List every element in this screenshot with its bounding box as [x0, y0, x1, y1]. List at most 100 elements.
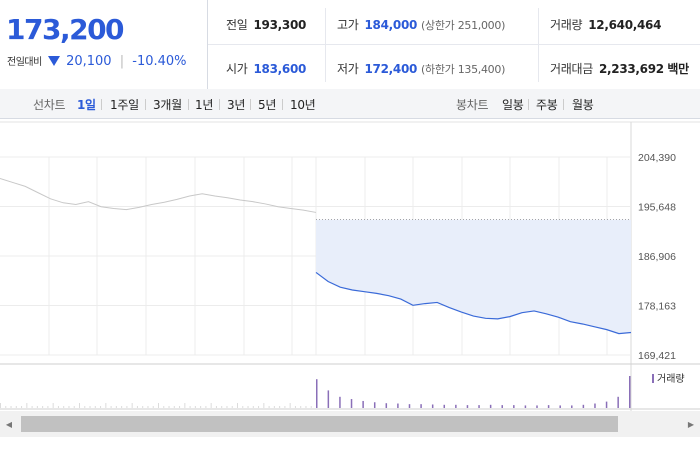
prev-volume-bar [52, 403, 54, 408]
volume-bar [316, 379, 318, 408]
change-amount: 20,100 [66, 54, 112, 69]
tab-3month[interactable]: 3개월 [153, 98, 182, 112]
volume-bar [594, 403, 596, 408]
prev-volume-bar [89, 406, 91, 408]
scrollbar-thumb[interactable] [21, 416, 618, 432]
stats-divider [208, 44, 700, 45]
tab-monthly-candle[interactable]: 월봉 [572, 98, 594, 112]
prev-volume-bar [226, 406, 228, 408]
upper-limit: (상한가 251,000) [421, 19, 506, 32]
volume-bar [524, 405, 527, 408]
prev-volume-bar [73, 406, 75, 408]
tab-weekly-candle[interactable]: 주봉 [536, 98, 558, 112]
prev-volume-bar [147, 406, 149, 408]
prev-volume-bar [142, 406, 144, 408]
trade-amount: 거래대금 2,233,692 백만 [550, 60, 689, 77]
quote-header: 173,200 전일대비 20,100 | -10.40% 전일 193,300 … [0, 0, 700, 90]
prev-volume-bar [173, 406, 175, 408]
prev-volume-bar [289, 403, 291, 408]
prev-volume-bar [300, 406, 302, 408]
tab-1week[interactable]: 1주일 [110, 98, 139, 112]
prev-volume-bar [242, 406, 244, 408]
prev-close-label: 전일 [226, 18, 248, 32]
tab-5year[interactable]: 5년 [258, 98, 277, 112]
prev-volume-bar [215, 406, 217, 408]
volume-bar [373, 402, 376, 408]
y-tick-label: 186,906 [638, 251, 676, 263]
prev-volume-bar [205, 406, 207, 408]
volume-bar [362, 400, 364, 408]
y-tick-label: 178,163 [638, 301, 676, 313]
price-change: 전일대비 20,100 | -10.40% [7, 53, 187, 69]
prev-volume-bar [310, 406, 312, 408]
volume-bar [350, 399, 353, 408]
open-value: 183,600 [253, 62, 307, 76]
down-triangle-icon [47, 56, 60, 66]
prev-volume-bar [237, 403, 238, 408]
tab-1year[interactable]: 1년 [195, 98, 214, 112]
prev-volume-bar [168, 406, 170, 408]
prev-volume-bar [31, 406, 33, 408]
tab-divider [528, 99, 529, 110]
volume-bar [397, 403, 399, 408]
volume-bar [455, 404, 457, 408]
volume-bar [385, 403, 388, 408]
scroll-right-icon[interactable]: ▶ [687, 419, 695, 429]
prev-volume-bar [42, 406, 44, 408]
prev-volume-bar [36, 406, 38, 408]
prev-volume-bar [100, 406, 102, 408]
prev-volume-bar [21, 406, 23, 408]
tab-1day[interactable]: 1일 [77, 98, 96, 112]
prev-day-line [0, 177, 317, 213]
volume-bar [327, 390, 330, 408]
prev-volume-bar [5, 406, 7, 408]
prev-volume-bar [279, 406, 281, 408]
line-chart-label: 선차트 [33, 98, 66, 112]
chart-scrollbar[interactable]: ◀ ▶ [0, 411, 700, 437]
tab-divider [145, 99, 146, 110]
prev-volume-bar [284, 406, 286, 408]
prev-volume-bar [131, 403, 133, 408]
high-value: 184,000 [364, 18, 418, 32]
prev-volume-bar [252, 406, 254, 408]
prev-volume-bar [94, 406, 96, 408]
prev-volume-bar [189, 406, 191, 408]
prev-volume-bar [136, 406, 138, 408]
tab-daily-candle[interactable]: 일봉 [502, 98, 524, 112]
volume-bar [605, 401, 608, 408]
prev-volume-bar [47, 406, 49, 408]
prev-volume-bar [115, 406, 117, 408]
low-value: 172,400 [364, 62, 418, 76]
volume-bar [571, 405, 573, 408]
prev-volume-bar [268, 406, 270, 408]
prev-volume-bar [221, 406, 223, 408]
volume-legend-label: 거래량 [657, 373, 685, 385]
candle-chart-label: 봉차트 [456, 98, 489, 112]
change-rate: -10.40% [132, 54, 187, 69]
tab-divider [188, 99, 189, 110]
high: 고가 184,000 (상한가 251,000) [337, 16, 505, 33]
prev-volume-bar [184, 403, 186, 408]
prev-volume-bar [305, 406, 307, 408]
volume-bar [617, 396, 619, 408]
amount-unit: 백만 [667, 62, 689, 76]
tab-10year[interactable]: 10년 [290, 98, 316, 112]
y-tick-label: 195,648 [638, 202, 676, 214]
today-price-line [315, 271, 632, 335]
prev-volume-bar [57, 406, 59, 408]
stats-panel: 전일 193,300 고가 184,000 (상한가 251,000) 거래량 12,6… [208, 0, 700, 89]
prev-volume-bar [15, 406, 17, 408]
prev-volume-bar [110, 406, 112, 408]
volume-bar [536, 405, 538, 408]
prev-volume-bar [258, 406, 260, 408]
prev-volume-bar [247, 406, 249, 408]
scroll-left-icon[interactable]: ◀ [5, 419, 13, 429]
tab-3year[interactable]: 3년 [227, 98, 246, 112]
volume-bar [443, 404, 446, 408]
prev-volume-bar [294, 406, 296, 408]
prev-volume-bar [84, 406, 86, 408]
volume-bar [513, 405, 515, 408]
price-chart: 204,390 195,648 186,906 178,163 169,421 거래량 [0, 121, 700, 411]
prev-volume-bar [163, 406, 165, 408]
lower-limit: (하한가 135,400) [421, 63, 506, 76]
